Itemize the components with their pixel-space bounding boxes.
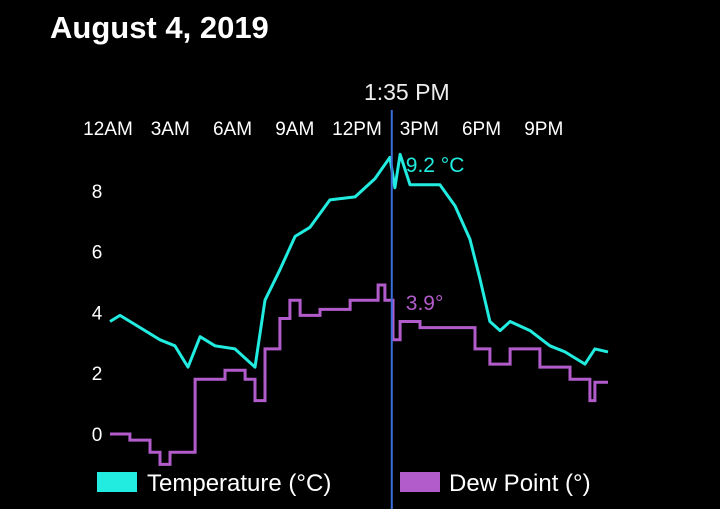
x-tick-label: 12AM [83, 119, 133, 140]
x-axis-ticks: 12AM 3AM 6AM 9AM 12PM 3PM 6PM 9PM [83, 119, 563, 140]
dew-point-series-line [110, 283, 608, 466]
y-tick-label: 2 [92, 364, 103, 385]
x-tick-label: 9PM [524, 119, 563, 140]
x-tick-label: 12PM [332, 119, 382, 140]
y-axis-ticks: 0 2 4 6 8 [92, 182, 103, 446]
cursor-time-label: 1:35 PM [364, 79, 450, 105]
x-tick-label: 3AM [151, 119, 190, 140]
y-tick-label: 0 [92, 425, 103, 446]
y-tick-label: 6 [92, 243, 103, 264]
cursor-dew-point-label: 3.9° [406, 292, 444, 315]
legend-temperature-swatch [97, 472, 137, 492]
legend: Temperature (°C) Dew Point (°) [97, 470, 591, 497]
x-tick-label: 3PM [400, 119, 439, 140]
temperature-series-line [109, 152, 609, 369]
chart-title: August 4, 2019 [50, 10, 269, 45]
y-tick-label: 4 [92, 303, 103, 324]
x-tick-label: 6AM [213, 119, 252, 140]
legend-temperature-label: Temperature (°C) [147, 470, 331, 497]
legend-dew-point-label: Dew Point (°) [449, 470, 591, 497]
y-tick-label: 8 [92, 182, 103, 203]
legend-dew-point-swatch [400, 472, 440, 492]
cursor-temperature-label: 9.2 °C [406, 154, 465, 177]
x-tick-label: 6PM [462, 119, 501, 140]
x-tick-label: 9AM [275, 119, 314, 140]
